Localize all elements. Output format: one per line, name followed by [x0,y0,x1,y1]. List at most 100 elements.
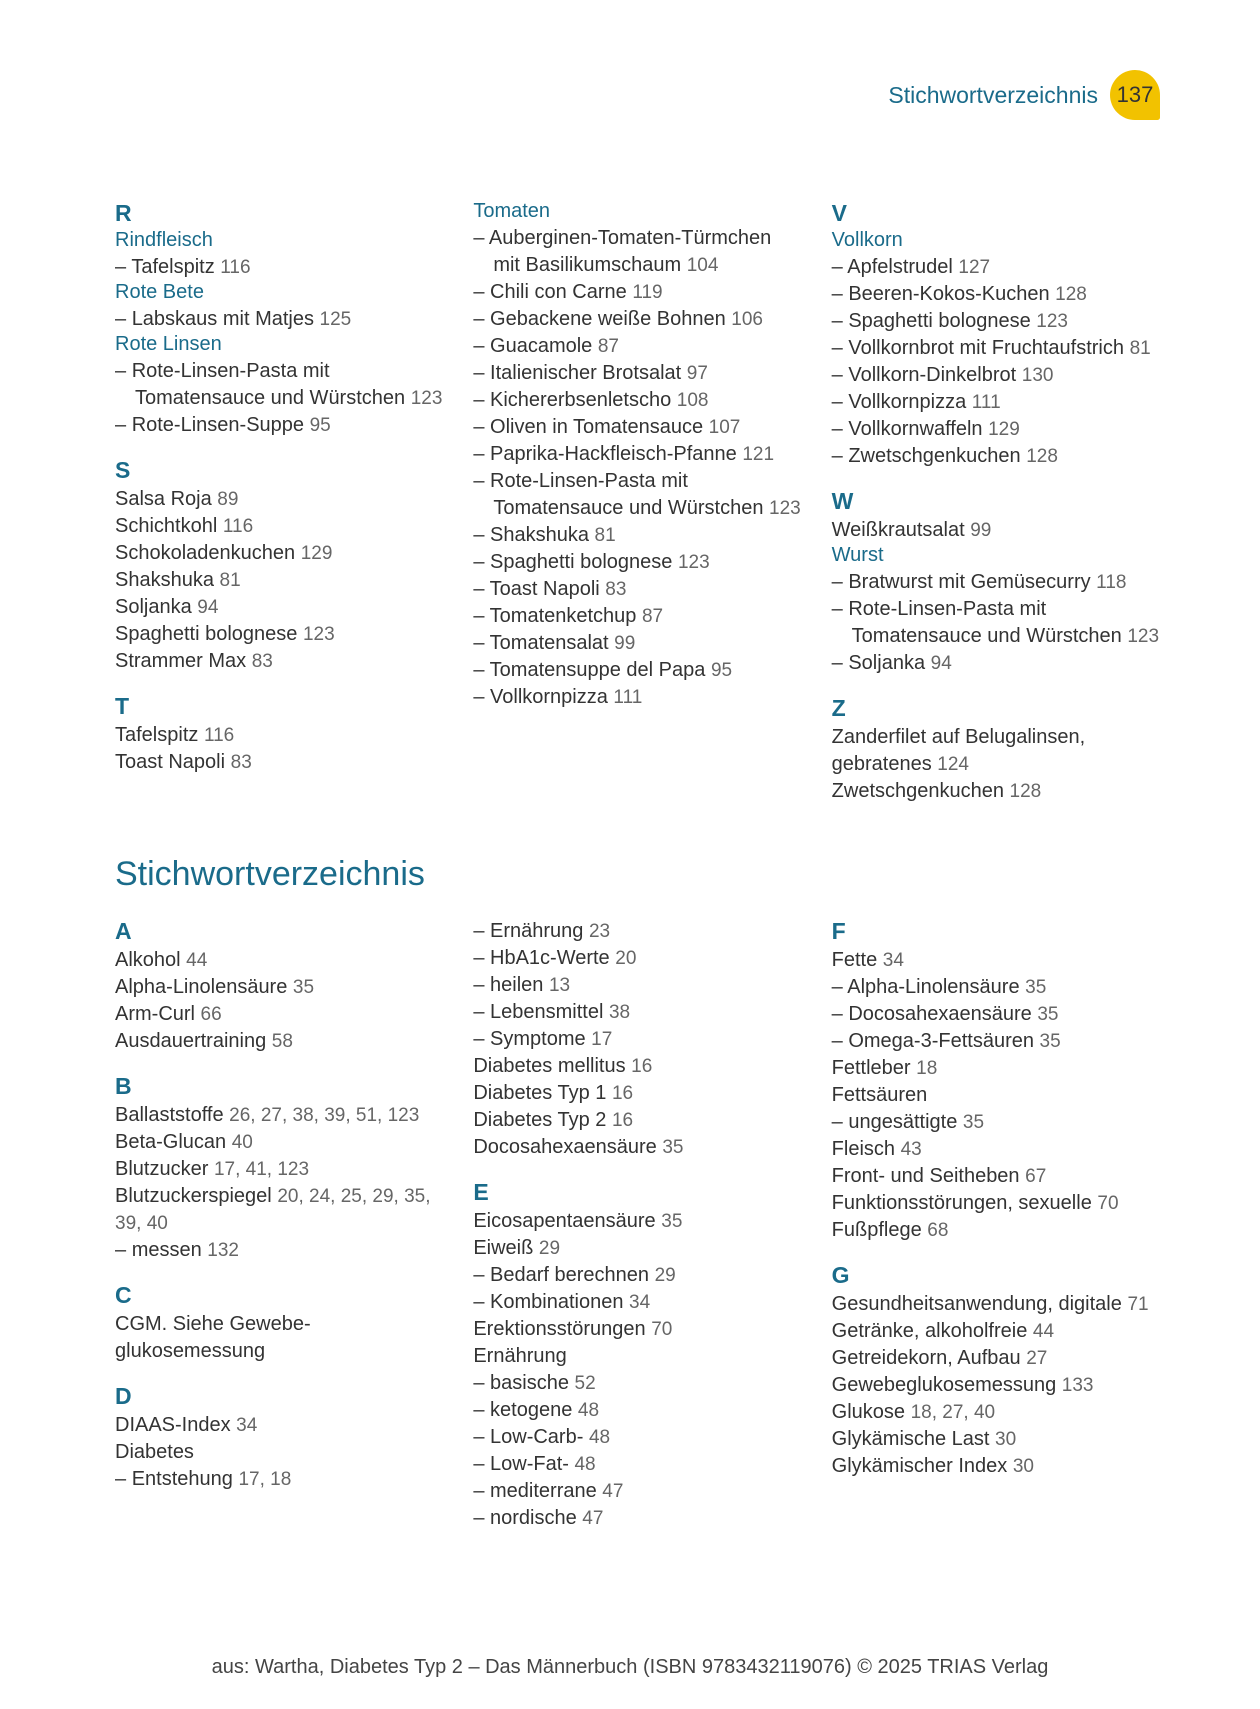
page-ref: 48 [578,1400,599,1421]
index-heading: Tomaten [473,200,801,223]
index-entry: Diabetes mellitus 16 [473,1053,801,1080]
index-letter: G [832,1262,1160,1289]
index-entry: Glykämischer Index 30 [832,1453,1160,1480]
index-entry: Fußpflege 68 [832,1217,1160,1244]
section1-col2: TomatenAuberginen-Tomaten-Türmchen mit B… [473,200,801,805]
index-subentry: HbA1c-Werte 20 [473,945,801,972]
index-entry: Toast Napoli 83 [115,749,443,776]
index-entry: Ballaststoffe 26, 27, 38, 39, 51, 123 [115,1102,443,1129]
index-letter: T [115,693,443,720]
index-entry: Tafelspitz 116 [115,722,443,749]
index-subentry: Kichererbsenletscho 108 [473,387,801,414]
page-ref: 81 [1130,338,1151,359]
index-entry: Salsa Roja 89 [115,486,443,513]
page-ref: 95 [711,660,732,681]
page-ref: 83 [605,579,626,600]
page-ref: 128 [1010,781,1042,802]
page-ref: 104 [687,255,719,276]
index-subentry: basische 52 [473,1370,801,1397]
index-entry: Gewebeglukosemessung 133 [832,1372,1160,1399]
page-ref: 17 [591,1029,612,1050]
page-ref: 121 [742,444,774,465]
page-ref: 87 [642,606,663,627]
index-entry: Alpha-Linolensäure 35 [115,974,443,1001]
page-ref: 16 [612,1110,633,1131]
index-subentry: Vollkornpizza 111 [473,684,801,711]
page-ref: 34 [883,950,904,971]
index-entry: Gesundheitsanwendung, digitale 71 [832,1291,1160,1318]
index-letter: A [115,918,443,945]
page-ref: 66 [201,1004,222,1025]
page-ref: 29 [539,1238,560,1259]
index-subentry: messen 132 [115,1237,443,1264]
index-heading: Rindfleisch [115,229,443,252]
index-heading: Wurst [832,544,1160,567]
page-ref: 35 [1037,1004,1058,1025]
page-ref: 20 [615,948,636,969]
page-ref: 18, 27, 40 [911,1402,996,1423]
page-ref: 38 [609,1002,630,1023]
page-ref: 129 [301,543,333,564]
index-subentry: Omega-3-Fettsäuren 35 [832,1028,1160,1055]
index-subentry: Rote-Linsen-Pasta mit Tomatensauce und W… [832,596,1160,650]
index-entry: Weißkrautsalat 99 [832,517,1160,544]
index-heading: Vollkorn [832,229,1160,252]
index-subentry: Spaghetti bolognese 123 [832,308,1160,335]
page-ref: 47 [602,1481,623,1502]
index-subentry: Spaghetti bolognese 123 [473,549,801,576]
page-ref: 43 [901,1139,922,1160]
index-entry: Arm-Curl 66 [115,1001,443,1028]
index-subentry: Tomatensuppe del Papa 95 [473,657,801,684]
index-entry: Fettsäuren [832,1082,1160,1109]
index-subentry: Vollkornwaffeln 129 [832,416,1160,443]
page-ref: 123 [1036,311,1068,332]
index-subentry: Paprika-Hackfleisch-Pfanne 121 [473,441,801,468]
index-subentry: Lebensmittel 38 [473,999,801,1026]
index-entry: Ausdauertraining 58 [115,1028,443,1055]
page-ref: 35 [293,977,314,998]
page-ref: 17, 18 [238,1469,291,1490]
index-letter: W [832,488,1160,515]
page-ref: 87 [598,336,619,357]
page-ref: 58 [272,1031,293,1052]
footer-text: aus: Wartha, Diabetes Typ 2 – Das Männer… [0,1656,1260,1679]
index-subentry: Shakshuka 81 [473,522,801,549]
page-ref: 123 [1127,626,1159,647]
index-subentry: Italienischer Brotsalat 97 [473,360,801,387]
index-entry: Diabetes [115,1439,443,1466]
page-ref: 123 [303,624,335,645]
page-ref: 97 [687,363,708,384]
index-entry: Fette 34 [832,947,1160,974]
index-subentry: Labskaus mit Matjes 125 [115,306,443,333]
page-ref: 128 [1055,284,1087,305]
page-ref: 83 [231,752,252,773]
page-ref: 35 [661,1211,682,1232]
page-ref: 68 [927,1220,948,1241]
index-subentry: ketogene 48 [473,1397,801,1424]
index-subentry: Kombinationen 34 [473,1289,801,1316]
page-ref: 35 [1025,977,1046,998]
page-ref: 27 [1026,1348,1047,1369]
page-ref: 111 [972,392,1001,413]
index-subentry: Bratwurst mit Gemüsecurry 118 [832,569,1160,596]
page-ref: 99 [614,633,635,654]
index-entry: Blutzuckerspiegel 20, 24, 25, 29, 35, 39… [115,1183,443,1237]
page-ref: 67 [1025,1166,1046,1187]
index-entry: Glykämische Last 30 [832,1426,1160,1453]
index-subentry: Docosahexaensäure 35 [832,1001,1160,1028]
page-ref: 123 [411,388,443,409]
page-ref: 125 [320,309,352,330]
page-ref: 47 [582,1508,603,1529]
index-subentry: mediterrane 47 [473,1478,801,1505]
index-subentry: Alpha-Linolensäure 35 [832,974,1160,1001]
index-subentry: Bedarf berechnen 29 [473,1262,801,1289]
page-ref: 40 [232,1132,253,1153]
page-ref: 34 [629,1292,650,1313]
index-subentry: Beeren-Kokos-Kuchen 128 [832,281,1160,308]
page-ref: 130 [1022,365,1054,386]
page-ref: 70 [1097,1193,1118,1214]
index-entry: Getränke, alkoholfreie 44 [832,1318,1160,1345]
page-ref: 116 [223,516,253,537]
page-ref: 106 [731,309,763,330]
page-ref: 29 [655,1265,676,1286]
